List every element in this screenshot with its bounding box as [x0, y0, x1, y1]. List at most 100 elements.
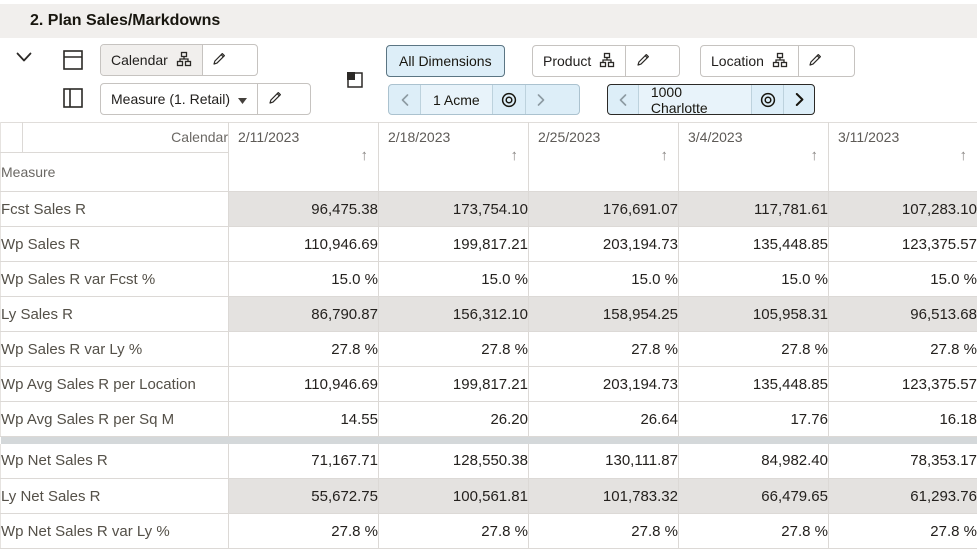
previous-member-button[interactable] — [608, 85, 638, 114]
product-axis-label: Product — [543, 53, 591, 69]
cell[interactable]: 123,375.57 — [829, 367, 977, 402]
cell[interactable]: 135,448.85 — [679, 227, 829, 262]
cell[interactable]: 27.8 % — [529, 332, 679, 367]
row-header[interactable]: Wp Sales R var Ly % — [1, 332, 229, 367]
cell[interactable]: 105,958.31 — [679, 297, 829, 332]
location-member-selector: 1000 Charlotte — [607, 84, 815, 115]
cell[interactable]: 61,293.76 — [829, 479, 977, 514]
sort-ascending-icon[interactable]: ↑ — [538, 148, 668, 164]
cell[interactable]: 86,790.87 — [229, 297, 379, 332]
cell[interactable]: 110,946.69 — [229, 227, 379, 262]
cell[interactable]: 100,561.81 — [379, 479, 529, 514]
all-dimensions-button[interactable]: All Dimensions — [386, 45, 505, 77]
row-header[interactable]: Fcst Sales R — [1, 192, 229, 227]
column-header[interactable]: 3/11/2023↑ — [829, 123, 977, 192]
cell[interactable]: 123,375.57 — [829, 227, 977, 262]
cell[interactable]: 96,513.68 — [829, 297, 977, 332]
columns-layout-icon — [62, 87, 84, 109]
pencil-icon — [267, 90, 283, 109]
cell[interactable]: 27.8 % — [529, 514, 679, 549]
row-header[interactable]: Wp Avg Sales R per Sq M — [1, 402, 229, 437]
row-header[interactable]: Wp Net Sales R var Ly % — [1, 514, 229, 549]
row-dimension-label[interactable]: Measure — [1, 152, 229, 191]
cell[interactable]: 156,312.10 — [379, 297, 529, 332]
column-header[interactable]: 2/18/2023↑ — [379, 123, 529, 192]
sort-ascending-icon[interactable]: ↑ — [688, 148, 818, 164]
cell[interactable]: 27.8 % — [679, 514, 829, 549]
cell[interactable]: 101,783.32 — [529, 479, 679, 514]
cell[interactable]: 203,194.73 — [529, 367, 679, 402]
product-axis-chip[interactable]: Product — [532, 45, 680, 77]
cell[interactable]: 26.64 — [529, 402, 679, 437]
column-dimension-label[interactable]: Calendar — [23, 123, 229, 153]
cell[interactable]: 55,672.75 — [229, 479, 379, 514]
sort-ascending-icon[interactable]: ↑ — [388, 148, 518, 164]
row-header[interactable]: Wp Sales R var Fcst % — [1, 262, 229, 297]
group-divider — [1, 437, 977, 444]
row-header[interactable]: Wp Avg Sales R per Location — [1, 367, 229, 402]
cell[interactable]: 27.8 % — [829, 332, 977, 367]
row-header[interactable]: Wp Net Sales R — [1, 444, 229, 479]
cell[interactable]: 158,954.25 — [529, 297, 679, 332]
location-member-value[interactable]: 1000 Charlotte — [638, 85, 752, 114]
product-member-value[interactable]: 1 Acme — [420, 85, 493, 114]
cell[interactable]: 15.0 % — [379, 262, 529, 297]
cell[interactable]: 199,817.21 — [379, 227, 529, 262]
cell[interactable]: 107,283.10 — [829, 192, 977, 227]
edit-product-axis-button[interactable] — [625, 46, 659, 76]
cell[interactable]: 16.18 — [829, 402, 977, 437]
cell[interactable]: 27.8 % — [229, 514, 379, 549]
cell[interactable]: 15.0 % — [529, 262, 679, 297]
collapse-chevron-icon[interactable] — [16, 52, 32, 63]
column-header[interactable]: 2/25/2023↑ — [529, 123, 679, 192]
cell[interactable]: 71,167.71 — [229, 444, 379, 479]
cell[interactable]: 15.0 % — [229, 262, 379, 297]
target-icon[interactable] — [493, 85, 526, 114]
cell[interactable]: 117,781.61 — [679, 192, 829, 227]
cell[interactable]: 130,111.87 — [529, 444, 679, 479]
row-header[interactable]: Wp Sales R — [1, 227, 229, 262]
location-axis-chip[interactable]: Location — [700, 45, 855, 77]
cell[interactable]: 27.8 % — [379, 332, 529, 367]
cell[interactable]: 15.0 % — [679, 262, 829, 297]
target-icon[interactable] — [752, 85, 784, 114]
cell[interactable]: 128,550.38 — [379, 444, 529, 479]
table-row: Fcst Sales R 96,475.38 173,754.10 176,69… — [1, 192, 977, 227]
cell[interactable]: 203,194.73 — [529, 227, 679, 262]
row-header[interactable]: Ly Sales R — [1, 297, 229, 332]
edit-location-axis-button[interactable] — [798, 46, 832, 76]
column-header[interactable]: 3/4/2023↑ — [679, 123, 829, 192]
cell[interactable]: 27.8 % — [829, 514, 977, 549]
cell[interactable]: 27.8 % — [229, 332, 379, 367]
column-header-label: 2/11/2023 — [238, 129, 368, 145]
next-member-button[interactable] — [526, 85, 557, 114]
sort-ascending-icon[interactable]: ↑ — [838, 148, 967, 164]
previous-member-button[interactable] — [389, 85, 420, 114]
edit-cols-axis-button[interactable] — [257, 84, 291, 114]
pivot-corner-icon[interactable] — [344, 69, 366, 91]
cell[interactable]: 78,353.17 — [829, 444, 977, 479]
cell[interactable]: 176,691.07 — [529, 192, 679, 227]
cell[interactable]: 15.0 % — [829, 262, 977, 297]
cell[interactable]: 135,448.85 — [679, 367, 829, 402]
cell[interactable]: 14.55 — [229, 402, 379, 437]
cell[interactable]: 199,817.21 — [379, 367, 529, 402]
sort-ascending-icon[interactable]: ↑ — [238, 148, 368, 164]
cell[interactable]: 66,479.65 — [679, 479, 829, 514]
cell[interactable]: 173,754.10 — [379, 192, 529, 227]
table-row: Wp Avg Sales R per Sq M 14.55 26.20 26.6… — [1, 402, 977, 437]
row-header[interactable]: Ly Net Sales R — [1, 479, 229, 514]
cell[interactable]: 26.20 — [379, 402, 529, 437]
cols-axis-chip-measure[interactable]: Measure (1. Retail) — [100, 83, 311, 115]
cell[interactable]: 110,946.69 — [229, 367, 379, 402]
cell[interactable]: 27.8 % — [379, 514, 529, 549]
column-header[interactable]: 2/11/2023 ↑ — [229, 123, 379, 192]
cell[interactable]: 27.8 % — [679, 332, 829, 367]
edit-rows-axis-button[interactable] — [202, 45, 236, 75]
table-row: Wp Sales R var Fcst % 15.0 % 15.0 % 15.0… — [1, 262, 977, 297]
next-member-button[interactable] — [784, 85, 814, 114]
cell[interactable]: 17.76 — [679, 402, 829, 437]
cell[interactable]: 84,982.40 — [679, 444, 829, 479]
cell[interactable]: 96,475.38 — [229, 192, 379, 227]
rows-axis-chip-calendar[interactable]: Calendar — [100, 44, 258, 76]
